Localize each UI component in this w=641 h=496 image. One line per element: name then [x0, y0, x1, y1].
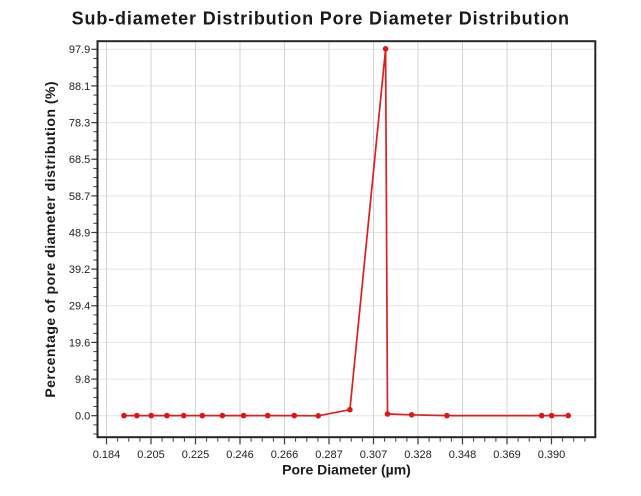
- svg-text:0.184: 0.184: [93, 449, 121, 461]
- svg-text:39.2: 39.2: [69, 264, 90, 276]
- svg-text:Percentage of pore diameter di: Percentage of pore diameter distribution…: [42, 81, 58, 398]
- svg-text:68.5: 68.5: [69, 154, 90, 166]
- svg-text:0.390: 0.390: [538, 449, 566, 461]
- svg-text:Sub-diameter Distribution Pore: Sub-diameter Distribution Pore Diameter …: [72, 9, 570, 29]
- svg-text:0.287: 0.287: [315, 449, 343, 461]
- svg-text:78.3: 78.3: [69, 118, 90, 130]
- svg-text:97.9: 97.9: [69, 44, 90, 56]
- svg-text:0.266: 0.266: [271, 449, 299, 461]
- svg-text:0.225: 0.225: [182, 449, 210, 461]
- svg-text:0.307: 0.307: [360, 449, 388, 461]
- svg-text:48.9: 48.9: [69, 227, 90, 239]
- svg-text:Pore Diameter (µm): Pore Diameter (µm): [282, 462, 411, 478]
- svg-text:0.205: 0.205: [137, 449, 165, 461]
- svg-text:0.246: 0.246: [226, 449, 254, 461]
- svg-text:19.6: 19.6: [69, 337, 90, 349]
- svg-text:0.369: 0.369: [493, 449, 521, 461]
- svg-text:0.348: 0.348: [449, 449, 477, 461]
- svg-text:88.1: 88.1: [69, 81, 90, 93]
- svg-text:0.328: 0.328: [404, 449, 432, 461]
- svg-text:0.0: 0.0: [75, 411, 90, 423]
- svg-text:9.8: 9.8: [75, 374, 90, 386]
- svg-text:58.7: 58.7: [69, 191, 90, 203]
- svg-text:29.4: 29.4: [69, 301, 90, 313]
